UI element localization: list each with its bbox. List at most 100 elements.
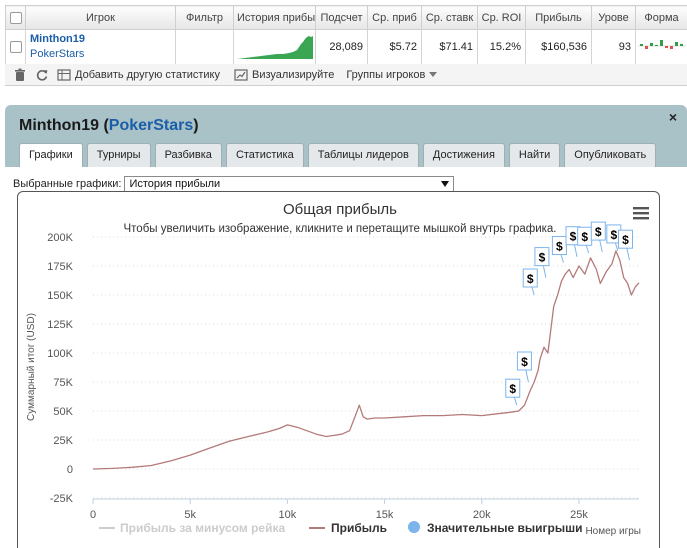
col-header-avg-roi[interactable]: Ср. ROI xyxy=(477,5,526,30)
profit-sparkline xyxy=(237,35,313,59)
y-tick-label: 100K xyxy=(47,348,73,360)
col-header-profit-history[interactable]: История прибыл xyxy=(233,5,316,30)
y-tick-label: 25K xyxy=(53,435,73,447)
big-win-flag[interactable]: $ xyxy=(590,221,606,253)
col-header-avg-profit[interactable]: Ср. приб xyxy=(367,5,422,30)
x-tick-label: 15k xyxy=(376,509,394,521)
big-win-flag[interactable]: $ xyxy=(551,236,567,263)
x-tick-label: 10k xyxy=(279,509,297,521)
tab-find[interactable]: Найти xyxy=(508,143,561,167)
tab-breakdown[interactable]: Разбивка xyxy=(154,143,222,167)
avg-stake-cell: $71.41 xyxy=(421,29,478,65)
y-tick-label: 175K xyxy=(47,261,73,273)
svg-text:$: $ xyxy=(527,272,534,286)
col-header-player[interactable]: Игрок xyxy=(25,5,176,30)
hamburger-icon[interactable] xyxy=(633,207,649,220)
player-panel: Minthon19 (PokerStars) × Графики Турниры… xyxy=(5,105,687,548)
x-tick-label: 0 xyxy=(90,509,96,521)
stats-table: Игрок Фильтр История прибыл Подсчет Ср. … xyxy=(5,5,687,65)
legend-label-rake: Прибыль за минусом рейка xyxy=(120,521,285,535)
x-tick-label: 5k xyxy=(184,509,196,521)
y-tick-label: 125K xyxy=(47,319,73,331)
legend-label-big-wins: Значительные выигрыши xyxy=(427,521,583,535)
player-groups-dropdown[interactable]: Группы игроков xyxy=(346,69,438,81)
col-header-profit[interactable]: Прибыль xyxy=(525,5,592,30)
refresh-icon[interactable] xyxy=(35,68,49,82)
chart-legend: Прибыль за минусом рейка Прибыль Значите… xyxy=(99,521,583,535)
svg-text:$: $ xyxy=(570,230,577,244)
big-win-flag[interactable]: $ xyxy=(577,226,593,254)
profit-sparkline-cell[interactable] xyxy=(233,29,316,65)
legend-item-big-wins[interactable]: Значительные выигрыши xyxy=(408,521,583,535)
col-header-level[interactable]: Урове xyxy=(591,5,636,30)
chart-grid xyxy=(93,236,639,499)
chart-series xyxy=(92,250,640,470)
avg-roi-cell: 15.2% xyxy=(477,29,526,65)
y-tick-label: 75K xyxy=(53,377,73,389)
big-win-flag[interactable]: $ xyxy=(522,268,538,296)
chart-container[interactable]: Общая прибыль Чтобы увеличить изображени… xyxy=(17,191,660,548)
trash-icon[interactable] xyxy=(13,68,27,82)
tab-achievements[interactable]: Достижения xyxy=(422,143,505,167)
table-row: Minthon19 PokerStars 28,089 $5.72 $71.41… xyxy=(5,29,687,65)
player-name-link[interactable]: Minthon19 xyxy=(30,33,85,45)
big-win-flag[interactable]: $ xyxy=(606,224,622,252)
svg-text:$: $ xyxy=(521,355,528,369)
profit-cell: $160,536 xyxy=(525,29,592,65)
graph-select-row: Выбранные графики: История прибыли xyxy=(13,176,455,192)
avg-profit-cell: $5.72 xyxy=(367,29,422,65)
chart-subtitle: Чтобы увеличить изображение, кликните и … xyxy=(124,223,557,235)
player-site-link[interactable]: PokerStars xyxy=(30,48,85,60)
col-header-avg-stake[interactable]: Ср. ставк xyxy=(421,5,478,30)
graph-select-label: Выбранные графики: xyxy=(13,178,122,190)
visualize-button[interactable]: Визуализируйте xyxy=(234,68,334,82)
graph-select-value: История прибыли xyxy=(129,178,221,190)
tab-publish[interactable]: Опубликовать xyxy=(564,143,657,167)
select-all-checkbox[interactable] xyxy=(5,5,26,30)
big-win-flags: $ $ $ $ $ $ $ $ $ $ xyxy=(505,221,633,406)
legend-label-profit: Прибыль xyxy=(331,521,387,535)
col-header-filter[interactable]: Фильтр xyxy=(175,5,234,30)
big-win-flag[interactable]: $ xyxy=(516,351,532,383)
player-cell: Minthon19 PokerStars xyxy=(25,29,176,65)
close-icon[interactable]: × xyxy=(668,109,677,125)
big-win-flag[interactable]: $ xyxy=(534,247,550,278)
panel-site-link[interactable]: PokerStars xyxy=(108,117,194,134)
svg-text:$: $ xyxy=(539,251,546,265)
add-stats-label: Добавить другую статистику xyxy=(75,68,220,81)
svg-text:$: $ xyxy=(610,228,617,242)
row-checkbox[interactable] xyxy=(5,29,26,65)
x-tick-label: 25k xyxy=(570,509,588,521)
x-axis-label: Номер игры xyxy=(585,526,641,537)
tab-leaderboards[interactable]: Таблицы лидеров xyxy=(307,143,419,167)
form-bars xyxy=(638,39,686,49)
panel-title: Minthon19 (PokerStars) xyxy=(19,117,199,135)
col-header-count[interactable]: Подсчет xyxy=(315,5,368,30)
filter-cell xyxy=(175,29,234,65)
add-stats-button[interactable]: Добавить другую статистику xyxy=(57,68,220,82)
tab-graphs[interactable]: Графики xyxy=(19,143,83,168)
series-line-profit[interactable] xyxy=(92,250,640,470)
x-tick-label: 20k xyxy=(473,509,491,521)
level-cell: 93 xyxy=(591,29,636,65)
y-tick-label: 150K xyxy=(47,290,73,302)
big-win-flag[interactable]: $ xyxy=(617,229,633,261)
y-axis-label: Суммарный итог (USD) xyxy=(26,313,37,421)
graph-select[interactable]: История прибыли xyxy=(124,176,455,192)
chevron-down-icon xyxy=(429,72,438,77)
y-tick-label: 0 xyxy=(67,464,73,476)
tab-tournaments[interactable]: Турниры xyxy=(86,143,151,167)
big-win-flag[interactable]: $ xyxy=(565,226,581,257)
legend-item-profit[interactable]: Прибыль xyxy=(309,521,387,535)
svg-text:$: $ xyxy=(622,233,629,247)
big-win-flag[interactable]: $ xyxy=(505,378,521,406)
col-header-form[interactable]: Форма xyxy=(635,5,687,30)
tab-statistics[interactable]: Статистика xyxy=(225,143,304,167)
table-toolbar: Добавить другую статистику Визуализируйт… xyxy=(5,64,687,86)
panel-title-close: ) xyxy=(193,117,199,134)
chart-title: Общая прибыль xyxy=(283,201,397,218)
legend-item-rake[interactable]: Прибыль за минусом рейка xyxy=(99,521,285,535)
svg-text:$: $ xyxy=(581,230,588,244)
profit-chart[interactable]: Общая прибыль Чтобы увеличить изображени… xyxy=(17,191,660,548)
y-tick-label: 50K xyxy=(53,406,73,418)
